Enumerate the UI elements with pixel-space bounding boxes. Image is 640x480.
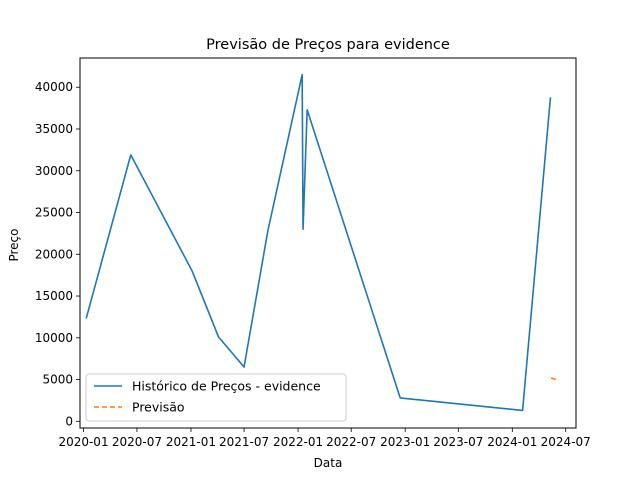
- y-axis-label: Preço: [7, 228, 21, 261]
- plot-area: 2020-01 2020-07 2021-01 2021-07 2022-01 2022-…: [35, 57, 591, 449]
- series-line-previsao: [550, 377, 559, 382]
- legend-label: Previsão: [132, 400, 185, 415]
- y-tick-label: 10000: [35, 331, 73, 345]
- y-tick-label: 40000: [35, 80, 73, 94]
- x-tick-label: 2020-07: [112, 435, 162, 449]
- x-tick-label: 2024-01: [487, 435, 537, 449]
- legend-box: [85, 373, 347, 422]
- x-tick-label: 2022-01: [273, 435, 323, 449]
- y-tick-label: 25000: [35, 206, 73, 220]
- chart-title: Previsão de Preços para evidence: [206, 37, 450, 53]
- x-tick-label: 2024-07: [541, 435, 591, 449]
- series-line-historico: [85, 73, 552, 412]
- y-tick-label: 0: [65, 414, 73, 428]
- x-tick-label: 2022-07: [326, 435, 376, 449]
- x-tick-label: 2021-07: [219, 435, 269, 449]
- x-tick-label: 2020-01: [58, 435, 108, 449]
- x-tick-label: 2023-01: [380, 435, 430, 449]
- y-tick-label: 35000: [35, 122, 73, 136]
- legend: Histórico de Preços - evidence Previsão: [85, 373, 347, 422]
- y-tick-label: 15000: [35, 289, 73, 303]
- y-tick-label: 5000: [42, 373, 73, 387]
- x-axis-label: Data: [314, 456, 343, 470]
- y-tick-label: 30000: [35, 164, 73, 178]
- plot-frame: [79, 57, 577, 429]
- legend-label: Histórico de Preços - evidence: [132, 379, 321, 394]
- y-tick-label: 20000: [35, 247, 73, 261]
- x-tick-label: 2021-01: [166, 435, 216, 449]
- x-tick-label: 2023-07: [433, 435, 483, 449]
